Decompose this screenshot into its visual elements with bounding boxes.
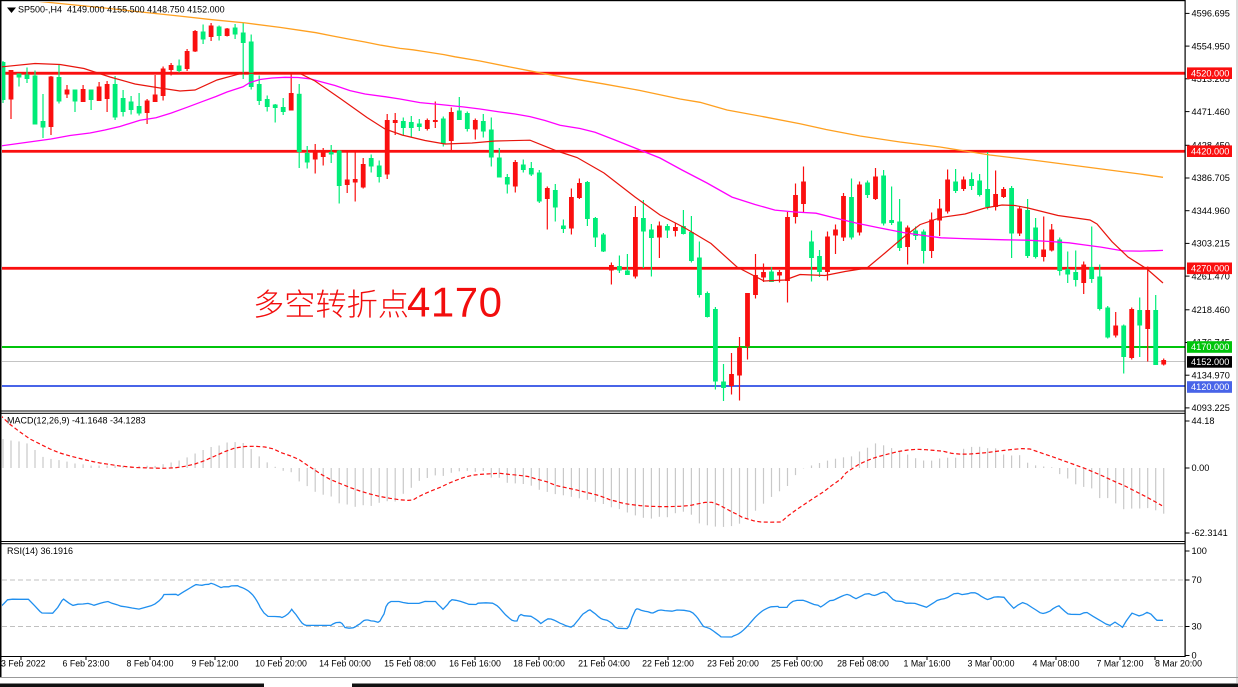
svg-text:23 Feb 20:00: 23 Feb 20:00 — [707, 659, 759, 669]
svg-text:44.18: 44.18 — [1192, 416, 1215, 426]
svg-text:4170: 4170 — [407, 279, 502, 326]
svg-text:RSI(14) 36.1916: RSI(14) 36.1916 — [7, 546, 73, 556]
svg-text:4596.695: 4596.695 — [1192, 9, 1230, 19]
svg-text:4 Mar 08:00: 4 Mar 08:00 — [1033, 659, 1080, 669]
svg-text:0.00: 0.00 — [1192, 463, 1210, 473]
svg-text:4152.000: 4152.000 — [1191, 357, 1229, 367]
svg-text:4471.460: 4471.460 — [1192, 107, 1230, 117]
svg-text:8 Feb 04:00: 8 Feb 04:00 — [127, 659, 174, 669]
svg-text:4420.000: 4420.000 — [1191, 146, 1229, 156]
svg-text:4520.000: 4520.000 — [1191, 68, 1229, 78]
svg-text:10 Feb 20:00: 10 Feb 20:00 — [255, 659, 307, 669]
svg-text:-62.3141: -62.3141 — [1192, 528, 1228, 538]
svg-text:9 Feb 12:00: 9 Feb 12:00 — [192, 659, 239, 669]
svg-text:4554.950: 4554.950 — [1192, 41, 1230, 51]
svg-text:4134.970: 4134.970 — [1192, 370, 1230, 380]
svg-text:70: 70 — [1192, 575, 1202, 585]
svg-text:14 Feb 00:00: 14 Feb 00:00 — [319, 659, 371, 669]
svg-text:18 Feb 00:00: 18 Feb 00:00 — [513, 659, 565, 669]
svg-text:16 Feb 16:00: 16 Feb 16:00 — [449, 659, 501, 669]
svg-text:6 Feb 23:00: 6 Feb 23:00 — [63, 659, 110, 669]
svg-text:28 Feb 08:00: 28 Feb 08:00 — [837, 659, 889, 669]
svg-text:22 Feb 12:00: 22 Feb 12:00 — [642, 659, 694, 669]
svg-text:4386.705: 4386.705 — [1192, 173, 1230, 183]
svg-text:4261.470: 4261.470 — [1192, 271, 1230, 281]
svg-text:4344.960: 4344.960 — [1192, 206, 1230, 216]
svg-text:21 Feb 04:00: 21 Feb 04:00 — [578, 659, 630, 669]
svg-text:4170.000: 4170.000 — [1191, 342, 1229, 352]
svg-text:3 Feb 2022: 3 Feb 2022 — [1, 659, 46, 669]
svg-text:3 Mar 00:00: 3 Mar 00:00 — [968, 659, 1015, 669]
svg-text:MACD(12,26,9) -41.1648 -34.128: MACD(12,26,9) -41.1648 -34.1283 — [7, 416, 146, 426]
svg-text:4303.215: 4303.215 — [1192, 239, 1230, 249]
svg-text:8 Mar 20:00: 8 Mar 20:00 — [1155, 659, 1202, 669]
svg-text:SP500-,H4 4149.000 4155.500 4: SP500-,H4 4149.000 4155.500 4148.750 415… — [18, 5, 225, 15]
svg-text:30: 30 — [1192, 622, 1202, 632]
svg-text:100: 100 — [1192, 546, 1207, 556]
svg-text:4218.460: 4218.460 — [1192, 305, 1230, 315]
svg-text:7 Mar 12:00: 7 Mar 12:00 — [1097, 659, 1144, 669]
svg-text:0: 0 — [1192, 651, 1197, 661]
svg-text:15 Feb 08:00: 15 Feb 08:00 — [384, 659, 436, 669]
svg-text:4120.000: 4120.000 — [1191, 382, 1229, 392]
svg-text:25 Feb 00:00: 25 Feb 00:00 — [771, 659, 823, 669]
svg-text:1 Mar 16:00: 1 Mar 16:00 — [904, 659, 951, 669]
svg-text:4093.225: 4093.225 — [1192, 403, 1230, 413]
svg-text:4270.000: 4270.000 — [1191, 264, 1229, 274]
